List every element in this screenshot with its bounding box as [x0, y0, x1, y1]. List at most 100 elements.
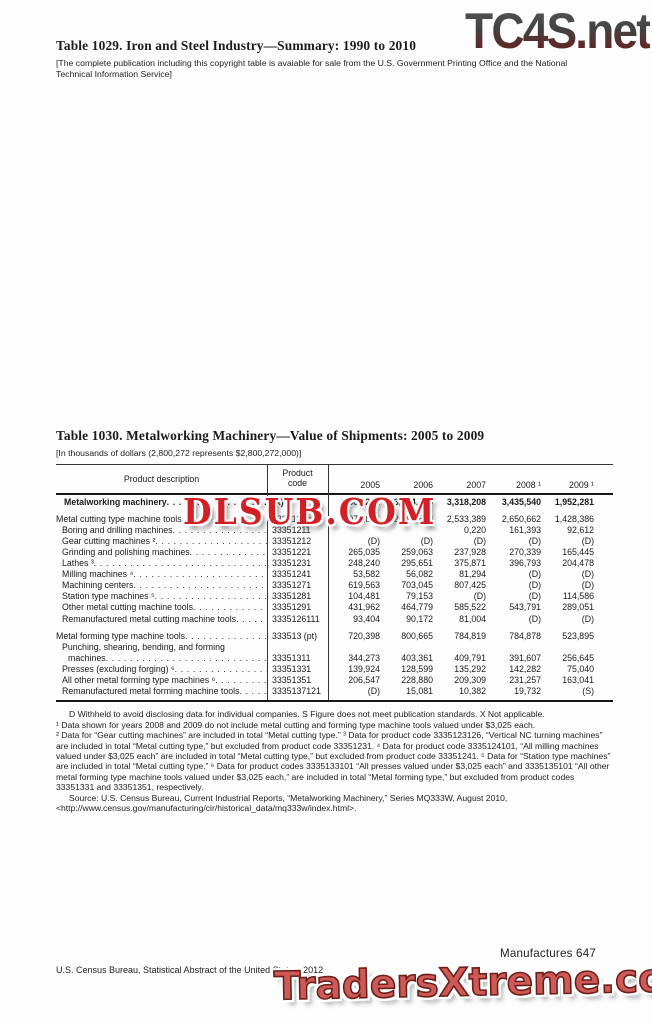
row-right-pad [594, 614, 613, 625]
row-right-pad [594, 631, 613, 642]
value-cell: (S) [582, 686, 594, 697]
product-label: Lathes ³ [62, 558, 94, 569]
table-1029-section: Table 1029. Iron and Steel Industry—Summ… [56, 38, 612, 79]
value-cell: 128,599 [401, 663, 433, 674]
value-cell: 248,240 [348, 558, 380, 569]
product-code-cell: 33351241 [272, 569, 312, 580]
value-cell: (D) [473, 591, 486, 602]
value-cell: 1,428,386 [554, 513, 594, 524]
table-row: Metal forming type machine tools 333513 (… [56, 631, 613, 642]
value-cell: (D) [420, 535, 433, 546]
table-row: Boring and drilling machines 33351211 0,22… [56, 525, 613, 536]
value-cell: 784,819 [454, 630, 486, 641]
dot-leader [133, 580, 267, 591]
product-code-cell [267, 642, 328, 653]
value-cell: 0,220 [463, 524, 486, 535]
value-cell: (D) [367, 686, 380, 697]
product-description-cell: Milling machines ⁴ [56, 569, 267, 580]
product-label: Punching, shearing, bending, and forming [62, 641, 225, 652]
value-cell: 619,563 [348, 580, 380, 591]
value-cell: 139,924 [348, 663, 380, 674]
product-code-cell: 3335126111 [272, 613, 320, 624]
table-row: Remanufactured metal forming machine too… [56, 686, 613, 697]
product-code-cell: 3335137121 [272, 686, 321, 697]
table-row: Remanufactured metal cutting machine too… [56, 614, 613, 625]
row-right-pad [594, 580, 613, 591]
product-label: Gear cutting machines ² [62, 535, 156, 546]
product-code-cell: 33351291 [272, 602, 312, 613]
product-description-cell: Presses (excluding forging) ⁶ [56, 664, 267, 675]
value-cell [328, 642, 380, 653]
product-description-cell: Station type machines ⁵ [56, 591, 267, 602]
product-code-cell: 33351211 [272, 524, 311, 535]
table-1030-title: Table 1030. Metalworking Machinery—Value… [56, 428, 485, 443]
product-code-cell: 33351231 [272, 558, 312, 569]
row-right-pad [594, 547, 613, 558]
value-cell: 92,612 [567, 524, 594, 535]
footnote-text: ² Data for “Gear cutting machines” are i… [56, 730, 611, 793]
value-cell: 784,878 [509, 630, 541, 641]
product-description-cell: Remanufactured metal cutting machine too… [56, 614, 267, 625]
value-cell: (D) [528, 580, 541, 591]
value-cell: 163,041 [562, 675, 594, 685]
row-right-pad [594, 591, 613, 602]
row-right-pad [594, 514, 613, 525]
value-cell: (D) [581, 535, 594, 546]
table-vertical-rule [328, 464, 329, 701]
value-cell [380, 642, 433, 653]
value-cell: 396,793 [509, 558, 541, 569]
value-cell: 206,547 [348, 675, 380, 685]
value-cell: 391,607 [509, 652, 541, 663]
footer-source: U.S. Census Bureau, Statistical Abstract… [56, 965, 324, 975]
value-cell: 104,481 [348, 591, 380, 602]
table-row: Lathes ³ 33351231 248,240 295,651 375,871 396… [56, 558, 613, 569]
value-cell: 3,318,208 [446, 496, 486, 507]
product-description-cell: Machining centers [56, 580, 267, 591]
product-description-cell: Metal cutting type machine tools [56, 514, 267, 525]
table-header-row: Product description Product code 2005 20… [56, 465, 613, 495]
value-cell: 10,382 [459, 686, 486, 697]
value-cell: 2,533,389 [446, 513, 486, 524]
product-description-cell: Boring and drilling machines [56, 525, 267, 536]
product-description-cell: Metal forming type machine tools [56, 631, 267, 642]
value-cell: 79,153 [406, 591, 433, 602]
table-1029-note: [The complete publication including this… [56, 58, 568, 79]
value-cell: 431,962 [348, 602, 380, 613]
value-cell: 720,398 [348, 630, 380, 641]
product-label: Metalworking machinery [64, 496, 167, 507]
value-cell [380, 525, 433, 536]
table-row: Other metal cutting machine tools 3335129… [56, 602, 613, 613]
value-cell: 523,895 [562, 630, 594, 641]
value-cell: 2,079,874 [340, 513, 380, 524]
product-label: Grinding and polishing machines [62, 546, 190, 557]
value-cell [433, 642, 486, 653]
product-description-cell: machines [56, 653, 267, 664]
watermark-tradersxtreme: TradersXtreme.com [273, 955, 652, 1011]
product-code-cell: (X) [272, 496, 284, 507]
dot-leader [106, 653, 267, 664]
value-cell: 75,040 [567, 663, 594, 674]
table-row: Grinding and polishing machines 33351221 2… [56, 547, 613, 558]
page-number: Manufactures 647 [499, 947, 596, 960]
footnote-text: D Withheld to avoid disclosing data for … [69, 709, 545, 720]
product-label: Remanufactured metal forming machine too… [62, 686, 240, 697]
row-right-pad [594, 686, 613, 697]
value-cell: 53,582 [353, 569, 380, 580]
product-label: Machining centers [62, 580, 134, 591]
row-right-pad [594, 558, 613, 569]
value-cell: 3,094,478 [393, 496, 433, 507]
table-row: Metal cutting type machine tools 333512 (… [56, 514, 613, 525]
value-cell: (D) [528, 613, 541, 624]
product-code-cell: 33351221 [272, 546, 312, 557]
value-cell: 204,478 [562, 558, 594, 569]
value-cell: 585,522 [454, 602, 486, 613]
value-cell: 142,282 [509, 663, 541, 674]
dot-leader [193, 602, 267, 613]
row-right-pad [594, 664, 613, 675]
product-description-cell: Gear cutting machines ² [56, 536, 267, 547]
value-cell: 464,779 [401, 602, 433, 613]
column-header-product-code: Product code [282, 468, 313, 488]
product-label: Milling machines ⁴ [62, 569, 134, 580]
product-code-cell: 33351331 [272, 663, 312, 674]
